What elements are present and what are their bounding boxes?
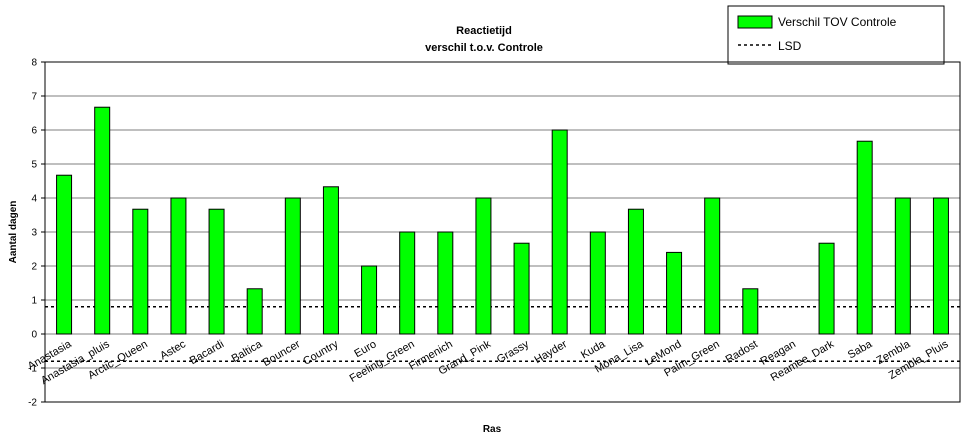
bar [399, 231, 416, 335]
bar [704, 197, 721, 335]
x-tick-label: Bouncer [261, 338, 303, 369]
legend-label-series: Verschil TOV Controle [778, 15, 897, 29]
bar [475, 197, 492, 335]
x-tick-label: Astec [158, 338, 188, 362]
x-tick-label: Saba [846, 338, 875, 362]
x-tick-label: Country [301, 338, 341, 368]
y-tick-label: 7 [31, 92, 37, 103]
bar [551, 129, 568, 335]
bar [284, 197, 301, 335]
x-axis-label: Ras [483, 424, 502, 435]
bar [666, 251, 683, 335]
bar [589, 231, 606, 335]
x-tick-label: Bacardi [188, 338, 226, 367]
legend: Verschil TOV Controle LSD [727, 5, 945, 65]
bar [246, 288, 263, 335]
plot-area: -2-1012345678AnastasiaAnastasia_pluisArc… [26, 58, 961, 409]
x-tick-label: Euro [352, 338, 378, 360]
y-tick-label: 1 [31, 296, 37, 307]
bar [94, 106, 111, 335]
legend-swatch-series [737, 15, 773, 29]
y-tick-label: 0 [31, 330, 37, 341]
chart-title: Reactietijd [456, 25, 512, 37]
chart-subtitle: verschil t.o.v. Controle [425, 42, 543, 54]
y-tick-label: 6 [31, 126, 37, 137]
y-tick-label: 8 [31, 58, 37, 69]
y-tick-label: 4 [31, 194, 37, 205]
bar [856, 140, 873, 335]
bar [742, 288, 759, 335]
bar [361, 265, 378, 335]
plot-frame [44, 61, 961, 403]
bar [322, 186, 339, 335]
bar [818, 242, 835, 335]
y-tick-label: 5 [31, 160, 37, 171]
bar [170, 197, 187, 335]
y-tick-label: 3 [31, 228, 37, 239]
legend-label-lsd: LSD [778, 39, 802, 53]
x-tick-label: Hayder [532, 338, 569, 366]
bar [513, 242, 530, 335]
bar [56, 174, 73, 335]
bar [627, 208, 644, 335]
bar [437, 231, 454, 335]
y-tick-label: -1 [28, 364, 37, 375]
y-tick-label: 2 [31, 262, 37, 273]
bar [132, 208, 149, 335]
bar [208, 208, 225, 335]
y-axis-label: Aantal dagen [8, 201, 19, 264]
y-tick-label: -2 [28, 398, 37, 409]
bar [894, 197, 911, 335]
bar [932, 197, 949, 335]
x-tick-label: Baltica [230, 338, 265, 365]
